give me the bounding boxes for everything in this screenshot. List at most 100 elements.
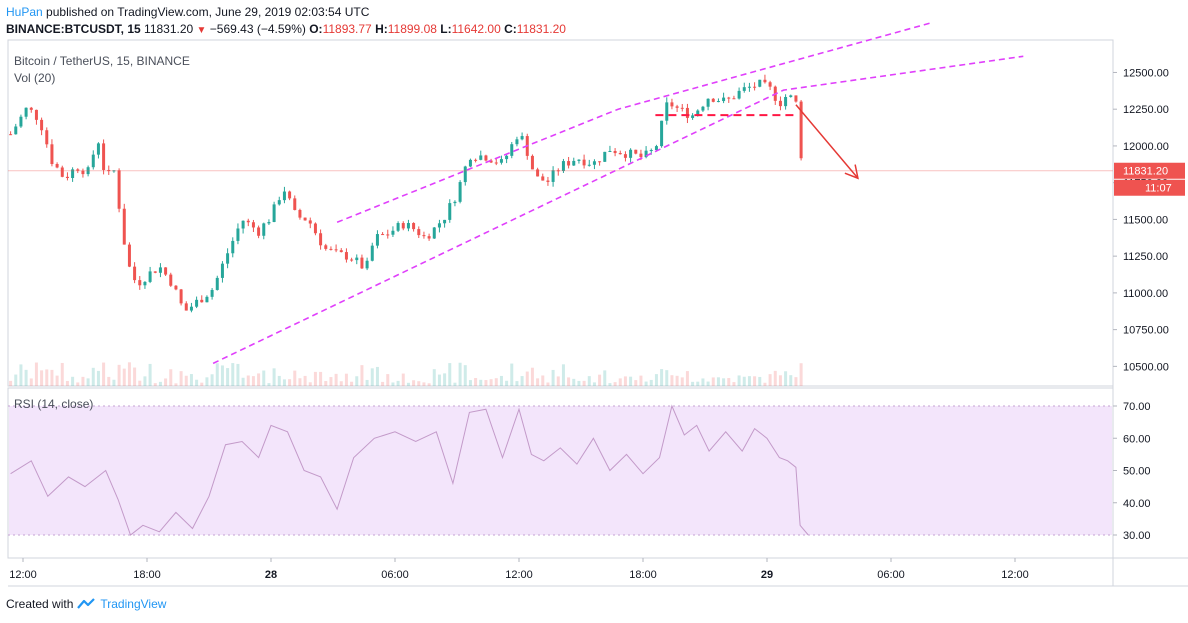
candle[interactable]: [19, 116, 23, 127]
candle[interactable]: [753, 86, 757, 88]
candle[interactable]: [644, 150, 648, 158]
candle[interactable]: [561, 161, 565, 171]
candle[interactable]: [577, 159, 581, 161]
candle[interactable]: [153, 271, 157, 273]
candle[interactable]: [215, 277, 219, 290]
candle[interactable]: [737, 90, 741, 99]
candle[interactable]: [494, 162, 498, 164]
candle[interactable]: [396, 223, 400, 231]
candle[interactable]: [133, 266, 137, 281]
candle[interactable]: [65, 176, 69, 179]
channel-lower-line[interactable]: [212, 55, 1024, 365]
candle[interactable]: [551, 170, 555, 182]
candle[interactable]: [763, 79, 767, 83]
candle[interactable]: [251, 222, 255, 228]
candle[interactable]: [432, 227, 436, 239]
candle[interactable]: [474, 159, 478, 161]
candle[interactable]: [701, 106, 705, 111]
candle[interactable]: [530, 155, 534, 170]
candle[interactable]: [184, 303, 188, 311]
candle[interactable]: [758, 79, 762, 87]
candle[interactable]: [784, 96, 788, 107]
candle[interactable]: [319, 233, 323, 246]
candle[interactable]: [716, 101, 720, 103]
candle[interactable]: [541, 176, 545, 181]
candle[interactable]: [406, 223, 410, 229]
candle[interactable]: [778, 100, 782, 107]
candle[interactable]: [81, 170, 85, 175]
candle[interactable]: [313, 223, 317, 234]
candle[interactable]: [14, 126, 18, 135]
candle[interactable]: [220, 263, 224, 278]
candle[interactable]: [634, 149, 638, 154]
candle[interactable]: [231, 240, 235, 254]
candle[interactable]: [55, 164, 59, 168]
candle[interactable]: [592, 161, 596, 165]
candle[interactable]: [505, 155, 509, 160]
breakdown-arrow-head[interactable]: [844, 164, 859, 180]
candle[interactable]: [479, 155, 483, 160]
candle[interactable]: [381, 234, 385, 236]
candle[interactable]: [489, 160, 493, 163]
candle[interactable]: [169, 274, 173, 286]
candle[interactable]: [453, 201, 457, 204]
candle[interactable]: [443, 219, 447, 224]
candle[interactable]: [241, 220, 245, 229]
candle[interactable]: [375, 234, 379, 246]
candle[interactable]: [324, 245, 328, 249]
candle[interactable]: [179, 289, 183, 304]
candle[interactable]: [24, 107, 28, 117]
candle[interactable]: [789, 95, 793, 97]
candle[interactable]: [520, 136, 524, 140]
candle[interactable]: [665, 102, 669, 121]
candle[interactable]: [334, 249, 338, 251]
candle[interactable]: [350, 259, 354, 261]
candle[interactable]: [91, 154, 95, 168]
candle[interactable]: [200, 299, 204, 303]
candle[interactable]: [587, 164, 591, 166]
candle[interactable]: [629, 149, 633, 158]
candle[interactable]: [195, 299, 199, 307]
candle[interactable]: [226, 253, 230, 264]
candle[interactable]: [618, 153, 622, 155]
candle[interactable]: [675, 106, 679, 108]
candle[interactable]: [60, 167, 64, 177]
candle[interactable]: [742, 87, 746, 91]
candle[interactable]: [262, 223, 266, 236]
candle[interactable]: [510, 144, 514, 156]
candle[interactable]: [267, 222, 271, 224]
candle[interactable]: [623, 154, 627, 158]
candle[interactable]: [370, 245, 374, 261]
candle[interactable]: [799, 101, 803, 159]
candle[interactable]: [463, 166, 467, 183]
candle[interactable]: [499, 159, 503, 163]
candle[interactable]: [122, 208, 126, 245]
candle[interactable]: [86, 167, 90, 175]
author-name[interactable]: HuPan: [6, 5, 43, 19]
candle[interactable]: [768, 82, 772, 87]
candle[interactable]: [747, 86, 751, 88]
candle[interactable]: [468, 159, 472, 167]
candle[interactable]: [96, 143, 100, 155]
candle[interactable]: [794, 95, 798, 102]
candle[interactable]: [50, 144, 54, 165]
candle[interactable]: [148, 271, 152, 282]
candle[interactable]: [639, 153, 643, 158]
candle[interactable]: [158, 267, 162, 273]
candle[interactable]: [696, 110, 700, 116]
candle[interactable]: [680, 107, 684, 109]
candle[interactable]: [189, 306, 193, 311]
candle[interactable]: [329, 248, 333, 250]
candle[interactable]: [654, 146, 658, 151]
channel-upper-line[interactable]: [336, 21, 933, 224]
candle[interactable]: [117, 170, 121, 209]
candle[interactable]: [437, 223, 441, 228]
candle[interactable]: [143, 281, 147, 286]
candle[interactable]: [112, 170, 116, 172]
candle[interactable]: [722, 97, 726, 102]
candle[interactable]: [344, 252, 348, 260]
candle[interactable]: [386, 234, 390, 236]
candle[interactable]: [613, 150, 617, 154]
price-pane[interactable]: [7, 39, 1114, 387]
